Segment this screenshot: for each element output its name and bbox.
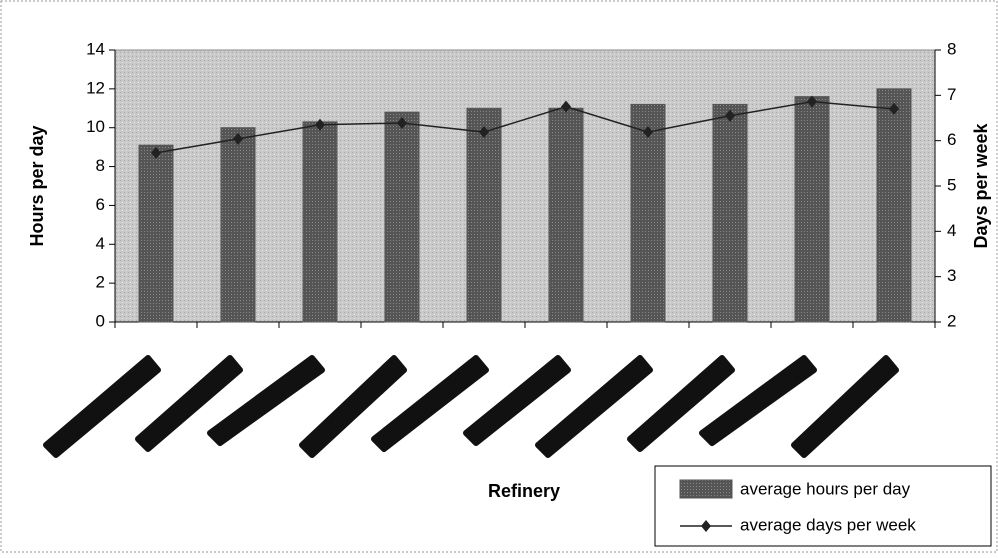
bar bbox=[466, 107, 502, 323]
y-axis-label: Hours per day bbox=[27, 125, 47, 246]
x-axis-label: Refinery bbox=[488, 481, 560, 501]
y2-tick-label: 3 bbox=[947, 266, 956, 285]
y2-tick-label: 8 bbox=[947, 39, 956, 58]
point bbox=[397, 116, 407, 129]
redacted-label bbox=[699, 355, 817, 446]
y-tick-label: 2 bbox=[96, 273, 105, 292]
y2-tick-label: 2 bbox=[947, 311, 956, 330]
y-tick-label: 10 bbox=[86, 117, 105, 136]
point bbox=[889, 102, 899, 115]
bar bbox=[630, 103, 666, 323]
redacted-label bbox=[463, 355, 571, 446]
legend-swatch bbox=[679, 479, 733, 499]
bar bbox=[876, 88, 912, 323]
y-tick-label: 6 bbox=[96, 195, 105, 214]
bar bbox=[712, 103, 748, 323]
bar bbox=[384, 111, 420, 323]
redacted-label bbox=[135, 355, 243, 452]
y2-tick-label: 6 bbox=[947, 130, 956, 149]
line bbox=[155, 100, 895, 154]
y2-axis-label: Days per week bbox=[971, 122, 991, 248]
redacted-label bbox=[371, 355, 489, 452]
point bbox=[725, 109, 735, 122]
point bbox=[479, 126, 489, 139]
y2-tick-label: 4 bbox=[947, 221, 956, 240]
redacted-label bbox=[791, 355, 899, 458]
bar bbox=[138, 144, 174, 323]
redacted-label bbox=[299, 355, 407, 458]
y-tick-label: 12 bbox=[86, 78, 105, 97]
legend-marker bbox=[701, 520, 711, 532]
redacted-label bbox=[207, 355, 325, 446]
y-tick-label: 8 bbox=[96, 156, 105, 175]
bar bbox=[220, 127, 256, 323]
redacted-label bbox=[627, 355, 735, 452]
legend bbox=[654, 465, 992, 547]
bar bbox=[794, 96, 830, 323]
point bbox=[233, 132, 243, 145]
point bbox=[807, 95, 817, 108]
point bbox=[315, 118, 325, 131]
bar bbox=[302, 121, 338, 323]
point bbox=[643, 126, 653, 139]
y2-tick-label: 7 bbox=[947, 85, 956, 104]
legend-label: average hours per day bbox=[740, 479, 911, 498]
bar bbox=[548, 107, 584, 323]
y-tick-label: 0 bbox=[96, 311, 105, 330]
redacted-label bbox=[43, 355, 161, 458]
y-tick-label: 4 bbox=[96, 234, 105, 253]
point bbox=[561, 100, 571, 113]
y-tick-label: 14 bbox=[86, 39, 105, 58]
legend-label: average days per week bbox=[740, 515, 916, 534]
point bbox=[151, 146, 161, 159]
y2-tick-label: 5 bbox=[947, 175, 956, 194]
redacted-label bbox=[535, 355, 653, 458]
